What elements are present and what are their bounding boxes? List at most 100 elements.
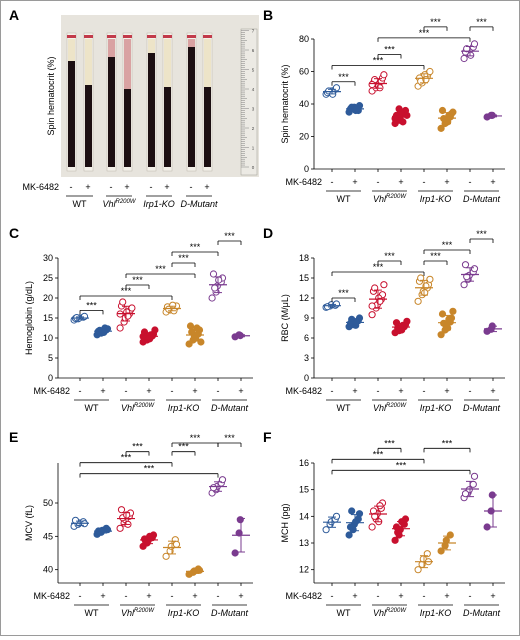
treatment-sign: - xyxy=(171,591,174,601)
y-tick-label: 0 xyxy=(304,164,309,174)
treatment-sign: - xyxy=(110,182,113,192)
tube-marker xyxy=(147,35,156,38)
y-axis-label: RBC (M/μL) xyxy=(280,294,290,342)
data-point xyxy=(128,304,136,312)
data-point xyxy=(186,322,195,330)
treatment-sign: + xyxy=(352,386,357,396)
y-tick-label: 0 xyxy=(48,373,53,383)
treatment-sign: + xyxy=(444,177,449,187)
treatment-sign: + xyxy=(352,177,357,187)
y-tick-label: 16 xyxy=(299,458,309,468)
data-point xyxy=(348,507,356,515)
treatment-sign: - xyxy=(217,591,220,601)
data-point xyxy=(208,294,216,302)
group-label: Irp1-KO xyxy=(420,403,452,413)
treatment-sign: + xyxy=(164,182,169,192)
sig-label: *** xyxy=(132,275,143,285)
y-axis-label: Spin hematocrit (%) xyxy=(280,64,290,143)
data-point xyxy=(414,297,422,305)
rbc-column xyxy=(108,57,115,167)
rbc-column xyxy=(124,89,131,167)
data-point xyxy=(395,105,403,113)
group-label: D-Mutant xyxy=(463,608,501,618)
sig-label: *** xyxy=(384,45,395,55)
plasma-column xyxy=(188,39,195,47)
data-point xyxy=(380,281,388,289)
drug-label: MK-6482 xyxy=(33,591,70,601)
treatment-sign: - xyxy=(377,177,380,187)
y-tick-label: 3 xyxy=(304,353,309,363)
data-point xyxy=(449,307,457,315)
data-point xyxy=(470,265,479,273)
y-tick-label: 80 xyxy=(299,34,309,44)
data-point xyxy=(394,528,402,536)
tube-marker xyxy=(123,35,132,38)
treatment-sign: + xyxy=(398,177,403,187)
rbc-column xyxy=(148,53,155,167)
y-tick-label: 60 xyxy=(299,67,309,77)
data-point xyxy=(460,54,468,63)
data-point xyxy=(345,531,353,539)
group-label: D-Mutant xyxy=(463,194,501,204)
plasma-column xyxy=(85,39,92,85)
data-point xyxy=(368,311,376,319)
tube-marker xyxy=(107,35,116,38)
data-point xyxy=(209,270,218,278)
data-point xyxy=(355,510,364,518)
y-axis-label: MCH (pg) xyxy=(280,503,290,542)
data-point xyxy=(231,549,239,557)
plasma-column xyxy=(68,39,75,61)
sig-label: *** xyxy=(144,464,155,474)
treatment-sign: - xyxy=(423,386,426,396)
rbc-column xyxy=(164,87,171,167)
treatment-sign: + xyxy=(124,182,129,192)
treatment-sign: - xyxy=(423,591,426,601)
plasma-column xyxy=(124,39,131,89)
treatment-sign: + xyxy=(490,386,495,396)
ruler-tick-label: 2 xyxy=(252,126,255,131)
sig-label: *** xyxy=(190,433,201,443)
sig-label: *** xyxy=(178,442,189,452)
drug-label: MK-6482 xyxy=(22,182,59,192)
group-label: Irp1-KO xyxy=(420,194,452,204)
y-tick-label: 18 xyxy=(299,253,309,263)
data-point xyxy=(162,552,170,560)
data-point xyxy=(322,526,330,534)
sig-label: *** xyxy=(419,28,430,38)
tube-marker xyxy=(84,35,93,38)
rbc-column xyxy=(188,47,195,167)
data-point xyxy=(437,331,445,339)
group-label: WT xyxy=(337,403,351,413)
treatment-sign: + xyxy=(398,591,403,601)
treatment-sign: + xyxy=(444,591,449,601)
panel-a-photo: 0 1 2 3 4 5 6 7 Spin hematocrit (%) xyxy=(46,15,259,177)
drug-label: MK-6482 xyxy=(285,386,322,396)
treatment-sign: + xyxy=(204,182,209,192)
data-point xyxy=(368,80,376,89)
sig-label: *** xyxy=(384,438,395,448)
group-label: D-Mutant xyxy=(180,199,218,209)
data-point xyxy=(151,326,159,334)
sig-label: *** xyxy=(338,72,349,82)
panel-label-f: F xyxy=(263,429,272,445)
group-label: D-Mutant xyxy=(211,608,249,618)
treatment-sign: - xyxy=(469,386,472,396)
treatment-sign: - xyxy=(217,386,220,396)
ruler-tick-label: 7 xyxy=(252,29,255,34)
data-point xyxy=(460,281,468,289)
treatment-sign: + xyxy=(100,386,105,396)
sig-label: *** xyxy=(132,442,143,452)
data-point xyxy=(195,566,204,574)
treatment-sign: + xyxy=(192,591,197,601)
tube-marker xyxy=(67,35,76,38)
treatment-sign: + xyxy=(490,177,495,187)
data-point xyxy=(461,261,470,269)
data-point xyxy=(352,518,360,526)
data-point xyxy=(438,310,447,318)
data-point xyxy=(446,531,454,539)
y-tick-label: 12 xyxy=(299,565,309,575)
